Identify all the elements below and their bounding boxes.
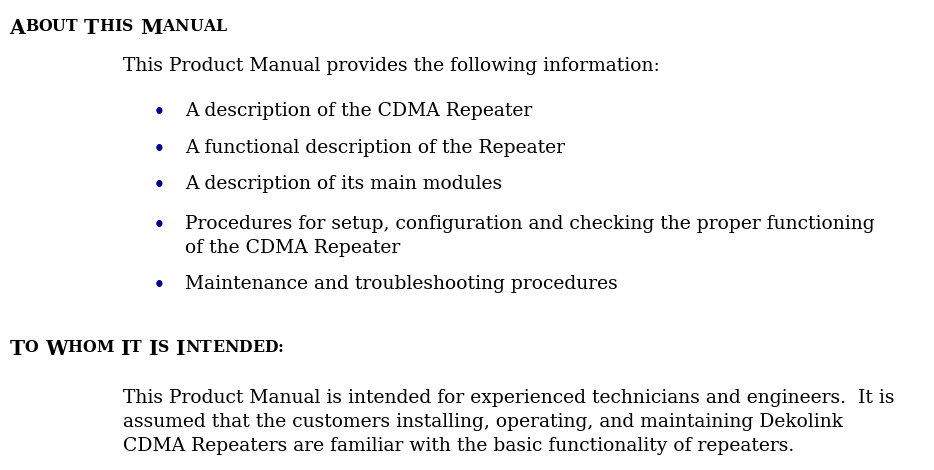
Text: T: T — [200, 339, 212, 356]
Text: A: A — [203, 18, 215, 35]
Text: M: M — [140, 18, 163, 38]
Text: E: E — [252, 339, 263, 356]
Text: I: I — [114, 18, 121, 35]
Text: D: D — [263, 339, 277, 356]
Text: A: A — [9, 18, 25, 38]
Text: :: : — [277, 339, 283, 356]
Text: L: L — [215, 18, 226, 35]
Text: Maintenance and troubleshooting procedures: Maintenance and troubleshooting procedur… — [185, 275, 617, 293]
Text: T: T — [84, 18, 99, 38]
Text: E: E — [212, 339, 224, 356]
Text: I: I — [177, 339, 186, 360]
Text: N: N — [186, 339, 200, 356]
Text: I: I — [149, 339, 158, 360]
Text: I: I — [120, 339, 130, 360]
Text: U: U — [189, 18, 203, 35]
Text: N: N — [224, 339, 238, 356]
Text: H: H — [67, 339, 82, 356]
Text: T: T — [130, 339, 142, 356]
Text: O: O — [82, 339, 96, 356]
Text: S: S — [158, 339, 169, 356]
Text: •: • — [152, 215, 165, 237]
Text: U: U — [52, 18, 65, 35]
Text: T: T — [65, 18, 78, 35]
Text: O: O — [38, 18, 52, 35]
Text: N: N — [175, 18, 189, 35]
Text: A description of the CDMA Repeater: A description of the CDMA Repeater — [185, 102, 532, 120]
Text: H: H — [99, 18, 114, 35]
Text: This Product Manual provides the following information:: This Product Manual provides the followi… — [123, 57, 660, 75]
Text: A: A — [163, 18, 175, 35]
Text: M: M — [96, 339, 114, 356]
Text: T: T — [9, 339, 24, 360]
Text: •: • — [152, 175, 165, 197]
Text: •: • — [152, 102, 165, 125]
Text: W: W — [45, 339, 67, 360]
Text: •: • — [152, 275, 165, 297]
Text: A functional description of the Repeater: A functional description of the Repeater — [185, 139, 565, 157]
Text: O: O — [24, 339, 38, 356]
Text: A description of its main modules: A description of its main modules — [185, 175, 502, 193]
Text: B: B — [25, 18, 38, 35]
Text: Procedures for setup, configuration and checking the proper functioning
of the C: Procedures for setup, configuration and … — [185, 215, 874, 257]
Text: D: D — [238, 339, 252, 356]
Text: •: • — [152, 139, 165, 161]
Text: This Product Manual is intended for experienced technicians and engineers.  It i: This Product Manual is intended for expe… — [123, 389, 895, 455]
Text: S: S — [121, 18, 133, 35]
